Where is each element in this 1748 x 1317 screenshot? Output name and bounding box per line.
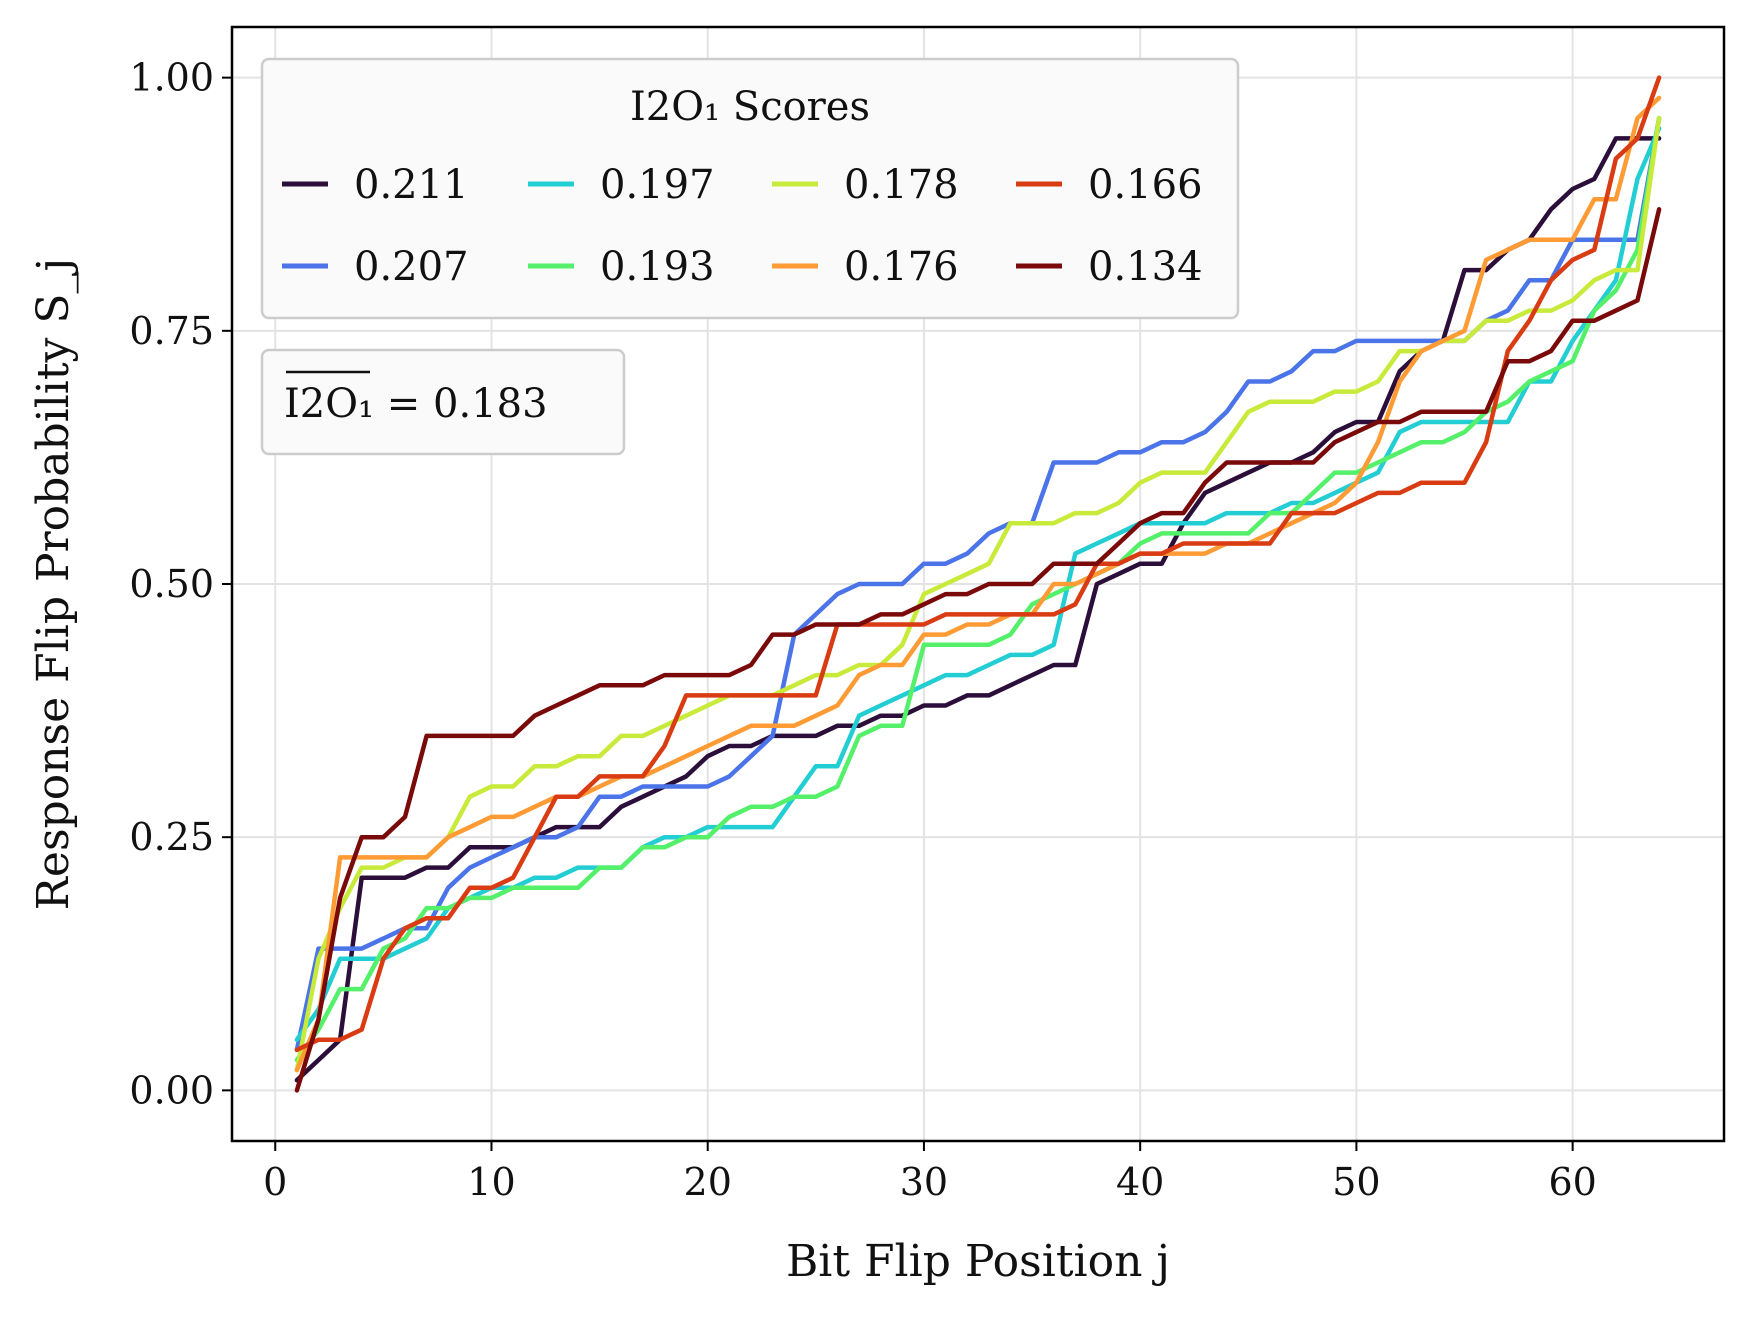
legend-label: 0.193 xyxy=(600,244,715,290)
legend-label: 0.134 xyxy=(1088,244,1203,290)
legend-label: 0.207 xyxy=(354,244,469,290)
x-tick-label: 10 xyxy=(467,1160,515,1204)
y-tick-label: 0.50 xyxy=(129,562,214,606)
legend-entries: 0.211 0.207 0.197 0.193 0.178 0.176 0.166 0.134 xyxy=(282,162,1203,290)
x-tick-label: 30 xyxy=(900,1160,948,1204)
y-axis-label: Response Flip Probability S_j xyxy=(28,258,79,910)
legend-label: 0.166 xyxy=(1088,162,1203,208)
legend: I2O₁ Scores 0.211 0.207 0.197 0.193 0.178 0.1… xyxy=(260,57,1240,320)
legend-label: 0.178 xyxy=(844,162,959,208)
legend-label: 0.211 xyxy=(354,162,469,208)
legend-title: I2O₁ Scores xyxy=(630,84,870,130)
x-tick-label: 40 xyxy=(1116,1160,1164,1204)
mean-annotation: I2O₁ = 0.183 xyxy=(260,348,626,456)
x-tick-label: 20 xyxy=(684,1160,732,1204)
legend-label: 0.176 xyxy=(844,244,959,290)
annotation-box xyxy=(260,348,626,456)
y-tick-label: 0.75 xyxy=(129,309,214,353)
series-line-0.176 xyxy=(294,95,1662,1073)
series-line-0.197 xyxy=(294,126,1662,1042)
series-line-0.193 xyxy=(294,115,1662,1063)
y-tick-label: 0.25 xyxy=(129,815,214,859)
x-axis-label: Bit Flip Position j xyxy=(786,1236,1170,1287)
x-tick-label: 50 xyxy=(1332,1160,1380,1204)
x-tick-label: 60 xyxy=(1548,1160,1596,1204)
annotation-text: I2O₁ = 0.183 xyxy=(284,381,548,427)
y-tick-label: 1.00 xyxy=(129,56,214,100)
legend-label: 0.197 xyxy=(600,162,715,208)
y-tick-label: 0.00 xyxy=(129,1068,214,1112)
legend-box xyxy=(260,57,1240,320)
series-layer xyxy=(294,75,1662,1093)
series-line-0.134 xyxy=(294,207,1662,1093)
series-line-0.166 xyxy=(294,75,1662,1053)
x-tick-label: 0 xyxy=(263,1160,287,1204)
axis-ticks: 0 10 20 30 40 50 60 0.00 0.25 0.50 0.75 1.00 xyxy=(129,56,1596,1204)
series-line-0.207 xyxy=(294,115,1662,1053)
